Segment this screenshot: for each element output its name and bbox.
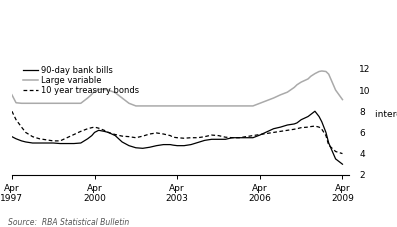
Text: Source:  RBA Statistical Bulletin: Source: RBA Statistical Bulletin <box>8 218 129 227</box>
Y-axis label: interest rate: interest rate <box>375 110 397 119</box>
Legend: 90-day bank bills, Large variable, 10 year treasury bonds: 90-day bank bills, Large variable, 10 ye… <box>23 66 139 95</box>
